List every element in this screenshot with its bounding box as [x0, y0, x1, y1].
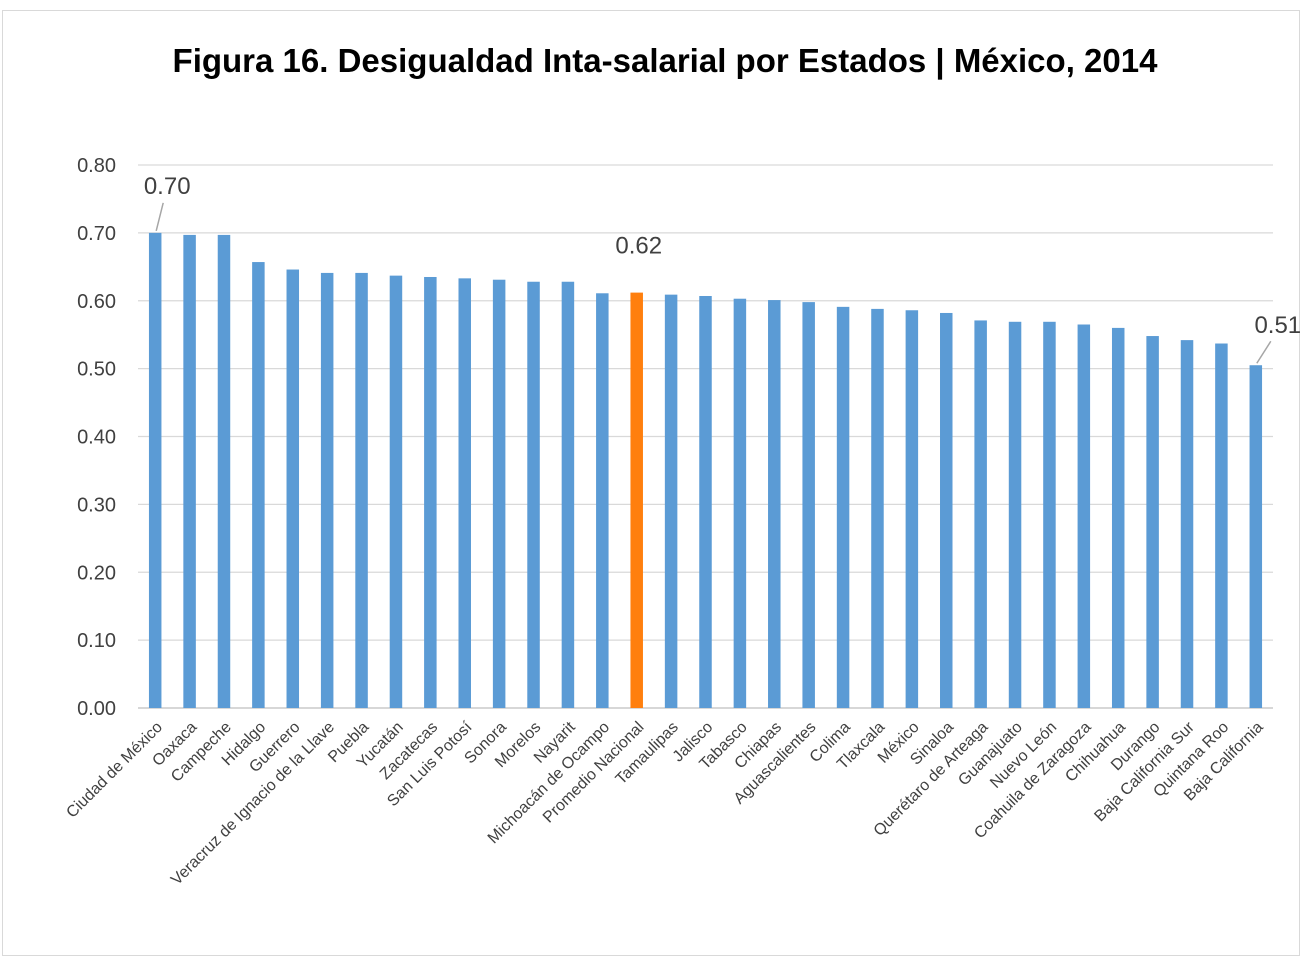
y-tick-label: 0.50	[77, 359, 116, 381]
bar	[974, 320, 987, 708]
y-tick-label: 0.10	[77, 630, 116, 652]
bar	[286, 269, 300, 708]
leader-line	[155, 202, 164, 232]
leader-line	[1256, 340, 1272, 364]
bar	[664, 294, 678, 708]
y-tick-label: 0.80	[77, 155, 116, 177]
bar	[1008, 321, 1022, 708]
bar	[458, 278, 471, 708]
bar	[561, 281, 575, 708]
y-tick-label: 0.40	[77, 427, 116, 449]
bar	[768, 300, 781, 708]
data-labels: 0.70 0.62 0.51	[144, 173, 1301, 364]
bar	[1077, 324, 1091, 708]
bar	[527, 281, 540, 708]
bar	[699, 295, 712, 708]
bar	[871, 308, 884, 708]
bar	[389, 275, 403, 708]
bar	[355, 272, 368, 708]
bar	[1215, 343, 1228, 708]
bar	[596, 293, 609, 708]
y-axis-ticks: 0.00 0.10 0.20 0.30 0.40 0.50 0.60 0.70 0.80	[77, 155, 116, 720]
bar	[320, 272, 334, 708]
bar	[733, 298, 747, 708]
bar	[630, 292, 643, 708]
bar	[148, 232, 162, 708]
bar	[492, 279, 506, 708]
y-tick-label: 0.20	[77, 562, 116, 584]
bar	[1180, 340, 1194, 708]
data-label: 0.51	[1254, 312, 1301, 339]
bar	[252, 262, 265, 708]
chart-title: Figura 16. Desigualdad Inta-salarial por…	[172, 42, 1158, 79]
y-tick-label: 0.00	[77, 698, 116, 720]
bar	[1146, 336, 1159, 708]
bar	[183, 234, 196, 708]
data-label: 0.62	[615, 233, 662, 260]
bar	[424, 276, 437, 708]
bar	[940, 312, 953, 708]
data-label: 0.70	[144, 173, 191, 200]
bar	[1043, 321, 1056, 708]
bars	[148, 232, 1263, 708]
bar	[1249, 365, 1263, 708]
y-tick-label: 0.30	[77, 494, 116, 516]
bar	[1111, 327, 1125, 708]
chart-frame	[2, 10, 1300, 956]
y-tick-label: 0.60	[77, 291, 116, 313]
y-tick-label: 0.70	[77, 223, 116, 245]
bar	[802, 302, 815, 708]
x-axis-labels: Ciudad de MéxicoOaxacaCampecheHidalgoGue…	[63, 718, 1266, 888]
x-tick-label: Ciudad de México	[63, 719, 166, 822]
bar	[217, 234, 231, 708]
bar	[905, 310, 919, 708]
bar	[836, 306, 850, 708]
